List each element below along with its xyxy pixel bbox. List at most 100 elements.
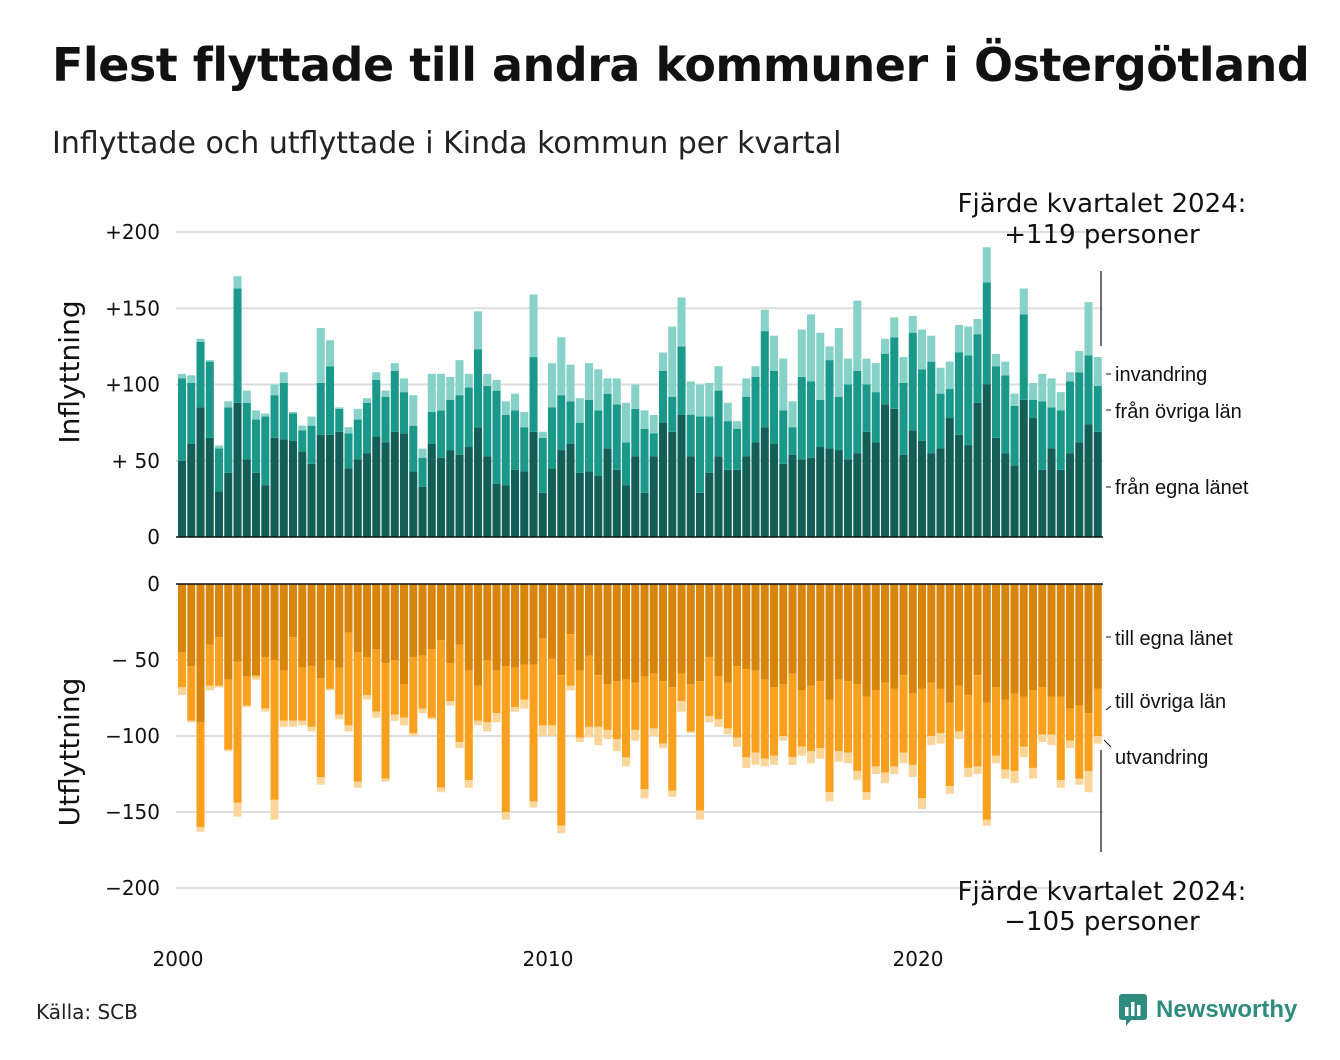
bar-ut-ovriga-lan bbox=[585, 655, 594, 727]
bar-in-egna-lanet bbox=[307, 463, 316, 537]
bar-in-egna-lanet bbox=[992, 437, 1001, 537]
bar-ut-ovriga-lan bbox=[899, 675, 908, 753]
bar-in-ovriga-lan bbox=[677, 346, 686, 415]
bar-ut-ovriga-lan bbox=[335, 667, 344, 715]
legend-utvandring: utvandring bbox=[1115, 747, 1208, 769]
bar-ut-ovriga-lan bbox=[927, 682, 936, 736]
bar-in-invandring bbox=[446, 376, 455, 400]
bar-ut-egna-lanet bbox=[640, 584, 649, 677]
bar-in-invandring bbox=[1001, 361, 1010, 376]
bar-in-egna-lanet bbox=[289, 440, 298, 537]
bar-ut-ovriga-lan bbox=[261, 656, 270, 709]
bar-ut-utvandring bbox=[289, 720, 298, 727]
bar-ut-ovriga-lan bbox=[381, 663, 390, 779]
bar-ut-egna-lanet bbox=[1084, 584, 1093, 714]
bar-ut-utvandring bbox=[224, 749, 233, 752]
bar-ut-ovriga-lan bbox=[945, 702, 954, 787]
bar-ut-utvandring bbox=[890, 766, 899, 774]
bar-ut-egna-lanet bbox=[622, 584, 631, 680]
bar-in-invandring bbox=[1047, 378, 1056, 408]
bar-ut-utvandring bbox=[992, 755, 1001, 764]
bar-ut-egna-lanet bbox=[344, 584, 353, 633]
bar-in-invandring bbox=[881, 338, 890, 354]
bar-in-ovriga-lan bbox=[538, 437, 547, 493]
bar-in-egna-lanet bbox=[807, 457, 816, 537]
bar-ut-ovriga-lan bbox=[400, 684, 409, 718]
bar-ut-ovriga-lan bbox=[1010, 693, 1019, 771]
bar-ut-ovriga-lan bbox=[816, 681, 825, 749]
bar-in-egna-lanet bbox=[964, 445, 973, 537]
bar-ut-ovriga-lan bbox=[760, 679, 769, 759]
bar-in-invandring bbox=[1019, 288, 1028, 315]
bar-in-egna-lanet bbox=[668, 431, 677, 537]
bar-ut-ovriga-lan bbox=[908, 693, 917, 765]
bar-ut-utvandring bbox=[427, 717, 436, 720]
bar-ut-utvandring bbox=[696, 810, 705, 820]
bar-in-invandring bbox=[788, 401, 797, 428]
bar-in-invandring bbox=[538, 431, 547, 438]
bar-in-invandring bbox=[418, 448, 427, 458]
bar-in-invandring bbox=[834, 328, 843, 397]
brand-name: Newsworthy bbox=[1156, 996, 1298, 1023]
bar-in-egna-lanet bbox=[390, 431, 399, 537]
bar-ut-egna-lanet bbox=[289, 584, 298, 638]
bar-ut-ovriga-lan bbox=[603, 684, 612, 730]
bar-in-invandring bbox=[492, 379, 501, 391]
bar-in-egna-lanet bbox=[1038, 469, 1047, 537]
bar-ut-egna-lanet bbox=[992, 584, 1001, 688]
bar-in-invandring bbox=[964, 326, 973, 356]
page-title: Flest flyttade till andra kommuner i Öst… bbox=[52, 38, 1310, 92]
bar-ut-ovriga-lan bbox=[455, 644, 464, 743]
bar-in-egna-lanet bbox=[631, 456, 640, 537]
bar-in-invandring bbox=[612, 378, 621, 405]
bar-ut-egna-lanet bbox=[797, 584, 806, 691]
bar-in-egna-lanet bbox=[825, 448, 834, 537]
bar-in-egna-lanet bbox=[501, 485, 510, 537]
bar-ut-ovriga-lan bbox=[955, 685, 964, 732]
bar-in-egna-lanet bbox=[196, 407, 205, 537]
bar-ut-egna-lanet bbox=[363, 584, 372, 657]
bar-ut-ovriga-lan bbox=[307, 666, 316, 727]
bar-in-egna-lanet bbox=[714, 456, 723, 537]
bar-ut-ovriga-lan bbox=[1019, 696, 1028, 747]
bar-in-egna-lanet bbox=[1093, 431, 1102, 537]
bar-in-ovriga-lan bbox=[1001, 375, 1010, 454]
bar-ut-egna-lanet bbox=[871, 584, 880, 691]
bar-in-egna-lanet bbox=[982, 384, 991, 537]
bar-ut-ovriga-lan bbox=[446, 663, 455, 702]
bar-ut-utvandring bbox=[307, 726, 316, 732]
top-annotation-line2: +119 personer bbox=[1004, 220, 1200, 250]
bar-ut-egna-lanet bbox=[723, 584, 732, 683]
bar-in-ovriga-lan bbox=[520, 427, 529, 472]
bar-ut-utvandring bbox=[807, 751, 816, 764]
bar-ut-ovriga-lan bbox=[807, 685, 816, 752]
bar-in-ovriga-lan bbox=[178, 378, 187, 461]
bar-in-ovriga-lan bbox=[770, 370, 779, 444]
bar-ut-ovriga-lan bbox=[936, 688, 945, 733]
bar-ut-ovriga-lan bbox=[548, 658, 557, 726]
inflyttning-bars bbox=[178, 247, 1102, 537]
bar-in-invandring bbox=[1066, 372, 1075, 382]
bar-ut-ovriga-lan bbox=[575, 670, 584, 738]
bar-in-egna-lanet bbox=[548, 468, 557, 537]
bar-in-ovriga-lan bbox=[936, 393, 945, 449]
bar-ut-egna-lanet bbox=[178, 584, 187, 653]
bar-ut-egna-lanet bbox=[918, 584, 927, 689]
bar-in-ovriga-lan bbox=[344, 433, 353, 469]
bar-ut-ovriga-lan bbox=[464, 670, 473, 781]
bar-in-egna-lanet bbox=[770, 443, 779, 537]
bar-ut-egna-lanet bbox=[585, 584, 594, 656]
bar-ut-utvandring bbox=[834, 751, 843, 762]
bar-ut-utvandring bbox=[372, 711, 381, 718]
bar-in-ovriga-lan bbox=[548, 407, 557, 469]
bar-in-invandring bbox=[918, 329, 927, 370]
bar-ut-utvandring bbox=[844, 752, 853, 764]
bar-ut-egna-lanet bbox=[834, 584, 843, 680]
bar-in-egna-lanet bbox=[705, 472, 714, 537]
bar-ut-ovriga-lan bbox=[1038, 687, 1047, 735]
bar-in-egna-lanet bbox=[233, 402, 242, 537]
bar-ut-ovriga-lan bbox=[501, 666, 510, 812]
bar-in-egna-lanet bbox=[871, 442, 880, 537]
bar-ut-ovriga-lan bbox=[474, 685, 483, 721]
bar-in-invandring bbox=[908, 315, 917, 333]
